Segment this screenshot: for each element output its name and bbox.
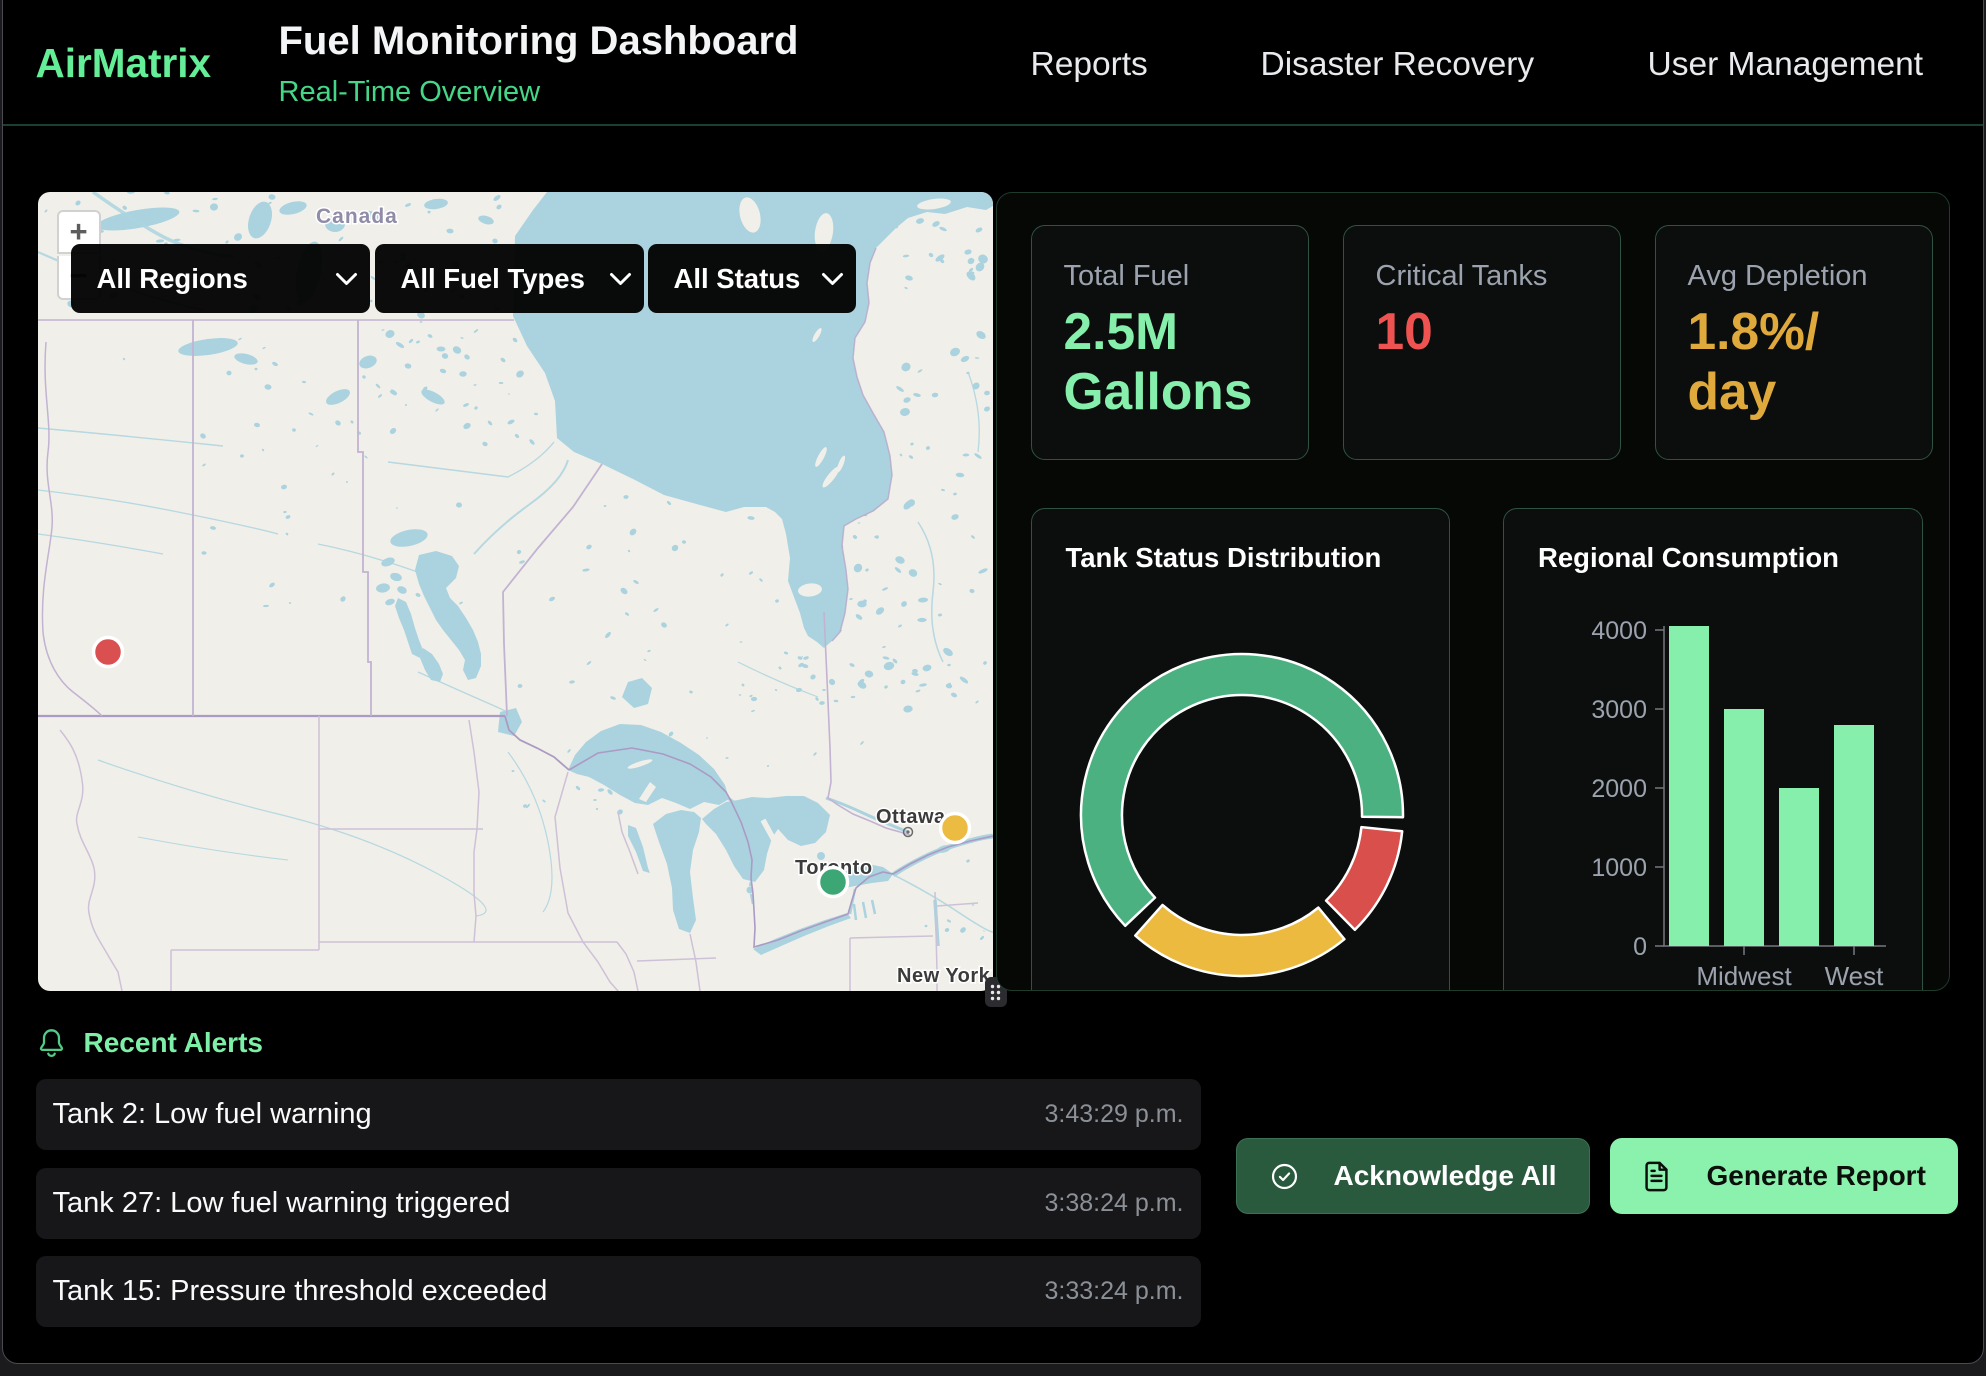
svg-text:West: West [1825,961,1885,991]
svg-text:4000: 4000 [1591,617,1647,645]
svg-text:3000: 3000 [1591,696,1647,724]
svg-text:0: 0 [1633,933,1647,961]
svg-text:1000: 1000 [1591,854,1647,882]
svg-text:Canada: Canada [316,205,398,228]
svg-text:New York: New York [897,965,991,987]
svg-text:Midwest: Midwest [1696,961,1792,991]
svg-text:2000: 2000 [1591,775,1647,803]
svg-text:Ottawa: Ottawa [876,806,946,828]
